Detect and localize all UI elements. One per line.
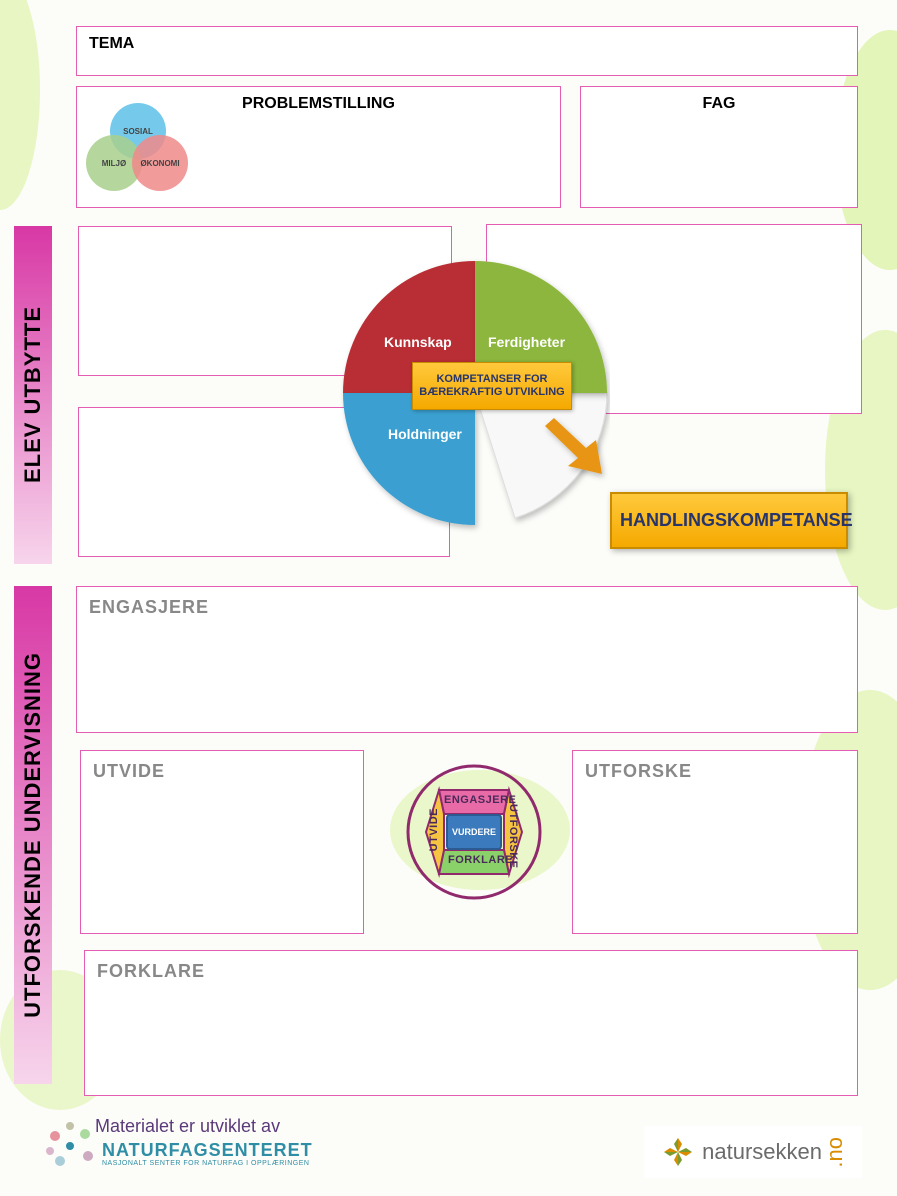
naturfagsenteret-logo	[40, 1116, 100, 1181]
venn-diagram: SOSIAL MILJØ ØKONOMI	[86, 103, 186, 193]
side-tab-utforskende: UTFORSKENDE UNDERVISNING	[14, 586, 52, 1084]
utvide-title: UTVIDE	[93, 761, 351, 782]
handlingskompetanse-button: HANDLINGSKOMPETANSE	[610, 492, 848, 549]
puzzle-center: VURDERE	[446, 814, 502, 850]
utforske-title: UTFORSKE	[585, 761, 845, 782]
fag-box: FAG	[580, 86, 858, 208]
forklare-box: FORKLARE	[84, 950, 858, 1096]
puzzle-engasjere: ENGASJERE	[444, 794, 516, 806]
utvide-box: UTVIDE	[80, 750, 364, 934]
pie-label-holdninger: Holdninger	[388, 426, 462, 442]
tema-box: TEMA	[76, 26, 858, 76]
tema-title: TEMA	[89, 35, 134, 52]
engasjere-title: ENGASJERE	[89, 597, 845, 618]
footer: Materialet er utviklet av NATURFAGSENTER…	[20, 1108, 880, 1188]
puzzle-forklare: FORKLARE	[448, 854, 513, 866]
natursekken-text: natursekken	[702, 1139, 822, 1164]
pie-label-ferdigheter: Ferdigheter	[488, 334, 565, 350]
side-tab-utforskende-label: UTFORSKENDE UNDERVISNING	[20, 652, 46, 1018]
venn-okonomi: ØKONOMI	[132, 135, 188, 191]
puzzle-utvide: UTVIDE	[428, 808, 440, 851]
competence-pie: Kunnskap Ferdigheter Holdninger KOMPETAN…	[340, 248, 610, 538]
utforske-box: UTFORSKE	[572, 750, 858, 934]
fag-title: FAG	[593, 95, 845, 113]
puzzle-diagram: ENGASJERE UTFORSKE FORKLARE UTVIDE VURDE…	[404, 762, 544, 902]
natursekken-logo: natursekken.no	[644, 1126, 862, 1178]
pie-center-label: KOMPETANSER FOR BÆREKRAFTIG UTVIKLING	[412, 362, 572, 410]
forklare-title: FORKLARE	[97, 961, 845, 982]
engasjere-box: ENGASJERE	[76, 586, 858, 733]
side-tab-elev-label: ELEV UTBYTTE	[20, 306, 46, 483]
side-tab-elev-utbytte: ELEV UTBYTTE	[14, 226, 52, 564]
naturfagsenteret-tagline: NASJONALT SENTER FOR NATURFAG I OPPLÆRIN…	[102, 1160, 309, 1167]
pie-label-kunnskap: Kunnskap	[384, 334, 452, 350]
naturfagsenteret-name: NATURFAGSENTERET	[102, 1140, 313, 1161]
natursekken-suffix: .no	[822, 1137, 848, 1168]
credit-text: Materialet er utviklet av	[95, 1116, 280, 1137]
